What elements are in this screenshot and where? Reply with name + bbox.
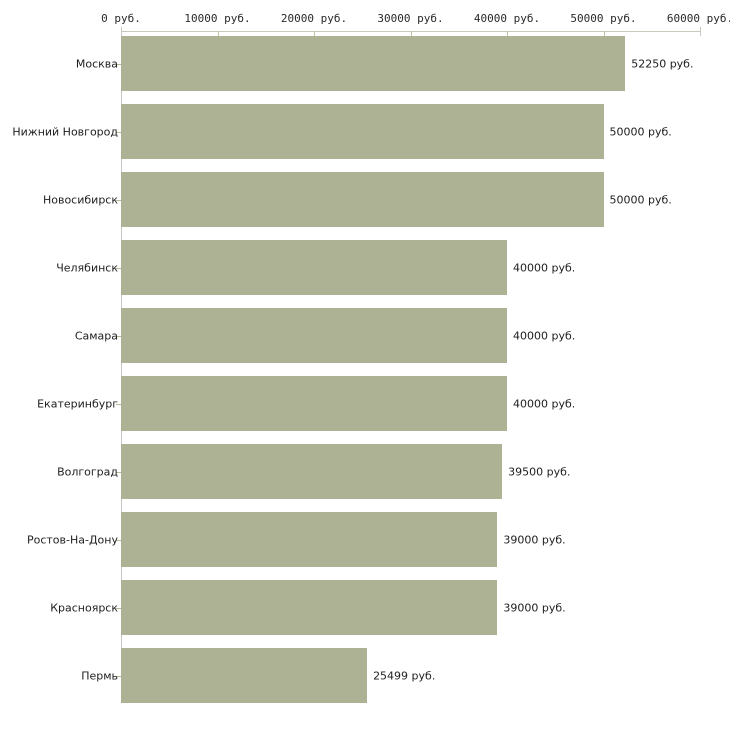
bar[interactable] bbox=[121, 308, 507, 363]
bar[interactable] bbox=[121, 240, 507, 295]
y-axis-tick bbox=[116, 607, 121, 609]
category-label: Волгоград bbox=[57, 465, 118, 478]
bar[interactable] bbox=[121, 376, 507, 431]
category-label: Челябинск bbox=[56, 261, 118, 274]
bar-value-label: 40000 руб. bbox=[513, 329, 576, 342]
bar-value-label: 39000 руб. bbox=[503, 601, 566, 614]
bar[interactable] bbox=[121, 104, 604, 159]
x-axis-tick-label: 10000 руб. bbox=[184, 12, 251, 25]
y-axis-tick bbox=[116, 131, 121, 133]
category-label: Пермь bbox=[81, 669, 118, 682]
x-axis-tick-label: 40000 руб. bbox=[473, 12, 541, 25]
y-axis-tick bbox=[116, 267, 121, 269]
x-axis-tick-label: 60000 руб. bbox=[666, 12, 730, 25]
category-label: Нижний Новгород bbox=[12, 125, 118, 138]
x-axis-tick bbox=[121, 27, 122, 36]
x-axis-tick-label: 20000 руб. bbox=[280, 12, 348, 25]
y-axis-tick bbox=[116, 63, 121, 65]
bar-value-label: 40000 руб. bbox=[513, 397, 576, 410]
category-label: Красноярск bbox=[50, 601, 118, 614]
y-axis-tick bbox=[116, 675, 121, 677]
bar-value-label: 52250 руб. bbox=[631, 57, 694, 70]
category-label: Самара bbox=[74, 329, 118, 342]
bar-value-label: 39000 руб. bbox=[503, 533, 566, 546]
bar[interactable] bbox=[121, 172, 604, 227]
x-axis-tick-label: 30000 руб. bbox=[377, 12, 444, 25]
bar[interactable] bbox=[121, 512, 498, 567]
category-label: Новосибирск bbox=[42, 193, 118, 206]
bar[interactable] bbox=[121, 444, 503, 499]
y-axis-tick bbox=[116, 403, 121, 405]
category-label: Ростов-На-Дону bbox=[26, 533, 118, 546]
category-label: Екатеринбург bbox=[37, 397, 118, 410]
bar-value-label: 50000 руб. bbox=[609, 193, 672, 206]
x-axis-tick-label: 50000 руб. bbox=[570, 12, 637, 25]
bar[interactable] bbox=[121, 580, 498, 635]
x-axis-tick bbox=[700, 27, 701, 36]
bar-value-label: 50000 руб. bbox=[609, 125, 672, 138]
bar-value-label: 25499 руб. bbox=[373, 669, 436, 682]
y-axis-tick bbox=[116, 539, 121, 541]
bar[interactable] bbox=[121, 648, 368, 703]
x-axis-tick bbox=[410, 31, 412, 36]
bar-value-label: 39500 руб. bbox=[508, 465, 571, 478]
y-axis-tick bbox=[116, 335, 121, 337]
y-axis-line bbox=[121, 31, 122, 695]
y-axis-tick bbox=[116, 199, 121, 201]
x-axis-tick bbox=[507, 31, 508, 36]
bar-value-label: 40000 руб. bbox=[513, 261, 576, 274]
x-axis-tick bbox=[217, 31, 219, 36]
x-axis-tick bbox=[603, 31, 605, 36]
bar[interactable] bbox=[121, 36, 626, 91]
x-axis-tick-label: 0 руб. bbox=[101, 12, 141, 25]
category-label: Москва bbox=[75, 57, 118, 70]
y-axis-tick bbox=[116, 471, 121, 473]
x-axis-tick bbox=[314, 31, 315, 36]
